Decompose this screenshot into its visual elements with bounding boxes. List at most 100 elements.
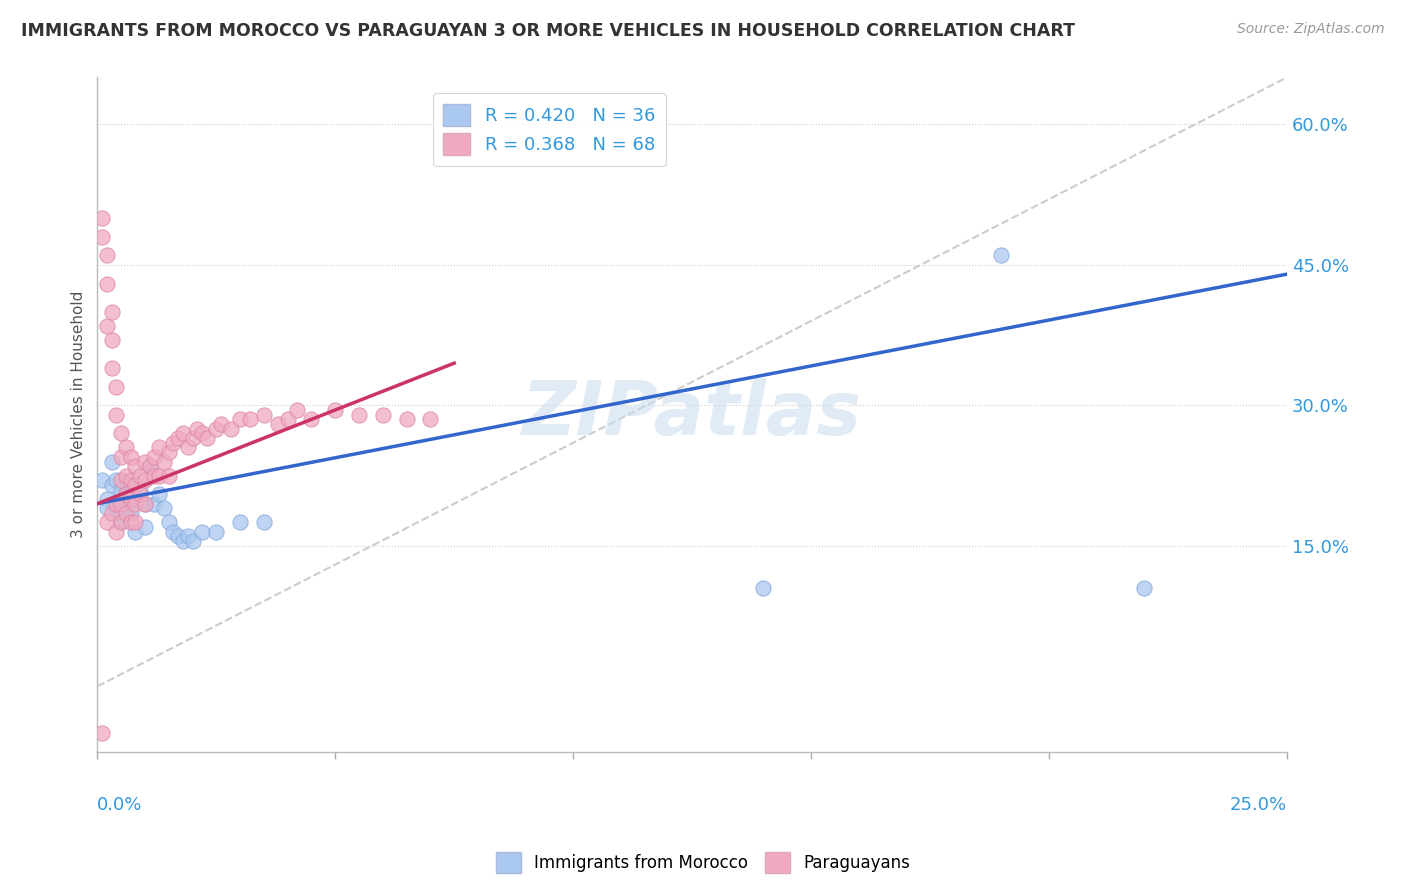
Point [191,426,214,441]
Point [115,441,138,455]
Point [115,468,138,483]
Point [120,491,142,506]
Point [105,379,128,393]
Point [148,468,170,483]
Point [96,248,118,262]
Point [143,497,166,511]
Point [91,726,114,740]
Point [162,524,184,539]
Point [96,501,118,516]
Point [115,487,138,501]
Point [120,473,142,487]
Text: ZIPatlas: ZIPatlas [522,378,862,451]
Point [120,450,142,464]
Point [110,450,132,464]
Point [172,426,194,441]
Point [134,520,156,534]
Point [323,403,346,417]
Text: 0.0%: 0.0% [97,796,143,814]
Y-axis label: 3 or more Vehicles in Household: 3 or more Vehicles in Household [72,291,86,539]
Point [167,529,190,543]
Point [134,497,156,511]
Point [129,487,152,501]
Legend: Immigrants from Morocco, Paraguayans: Immigrants from Morocco, Paraguayans [489,846,917,880]
Point [110,516,132,530]
Point [177,441,200,455]
Point [285,403,308,417]
Text: 25.0%: 25.0% [1230,796,1286,814]
Point [153,454,176,468]
Text: IMMIGRANTS FROM MOROCCO VS PARAGUAYAN 3 OR MORE VEHICLES IN HOUSEHOLD CORRELATIO: IMMIGRANTS FROM MOROCCO VS PARAGUAYAN 3 … [21,22,1076,40]
Point [129,468,152,483]
Point [395,412,418,426]
Point [229,412,252,426]
Point [115,506,138,520]
Point [162,435,184,450]
Point [105,501,128,516]
Point [277,412,299,426]
Point [219,422,242,436]
Point [138,459,160,474]
Point [186,422,208,436]
Point [100,304,122,318]
Point [120,478,142,492]
Point [100,506,122,520]
Point [347,408,370,422]
Point [191,524,214,539]
Point [105,497,128,511]
Point [91,229,114,244]
Point [181,534,204,549]
Point [110,426,132,441]
Point [100,333,122,347]
Point [124,459,146,474]
Point [148,487,170,501]
Point [124,478,146,492]
Point [110,473,132,487]
Point [138,459,160,474]
Legend: R = 0.420   N = 36, R = 0.368   N = 68: R = 0.420 N = 36, R = 0.368 N = 68 [433,93,666,166]
Point [371,408,394,422]
Point [110,483,132,497]
Point [134,454,156,468]
Point [115,487,138,501]
Point [205,422,228,436]
Point [157,445,180,459]
Point [167,431,190,445]
Point [100,454,122,468]
Point [143,450,166,464]
Point [115,497,138,511]
Point [120,506,142,520]
Point [134,473,156,487]
Point [209,417,232,431]
Point [153,501,176,516]
Point [91,211,114,225]
Point [124,524,146,539]
Point [134,497,156,511]
Point [229,516,252,530]
Point [253,516,276,530]
Point [105,408,128,422]
Point [195,431,218,445]
Point [172,534,194,549]
Point [157,516,180,530]
Point [105,473,128,487]
Point [205,524,228,539]
Point [148,441,170,455]
Point [96,277,118,291]
Point [124,491,146,506]
Point [91,473,114,487]
Point [419,412,441,426]
Point [267,417,290,431]
Point [752,581,775,595]
Point [120,516,142,530]
Point [129,483,152,497]
Text: Source: ZipAtlas.com: Source: ZipAtlas.com [1237,22,1385,37]
Point [96,318,118,333]
Point [301,412,323,426]
Point [100,478,122,492]
Point [990,248,1012,262]
Point [96,491,118,506]
Point [124,497,146,511]
Point [110,497,132,511]
Point [181,431,204,445]
